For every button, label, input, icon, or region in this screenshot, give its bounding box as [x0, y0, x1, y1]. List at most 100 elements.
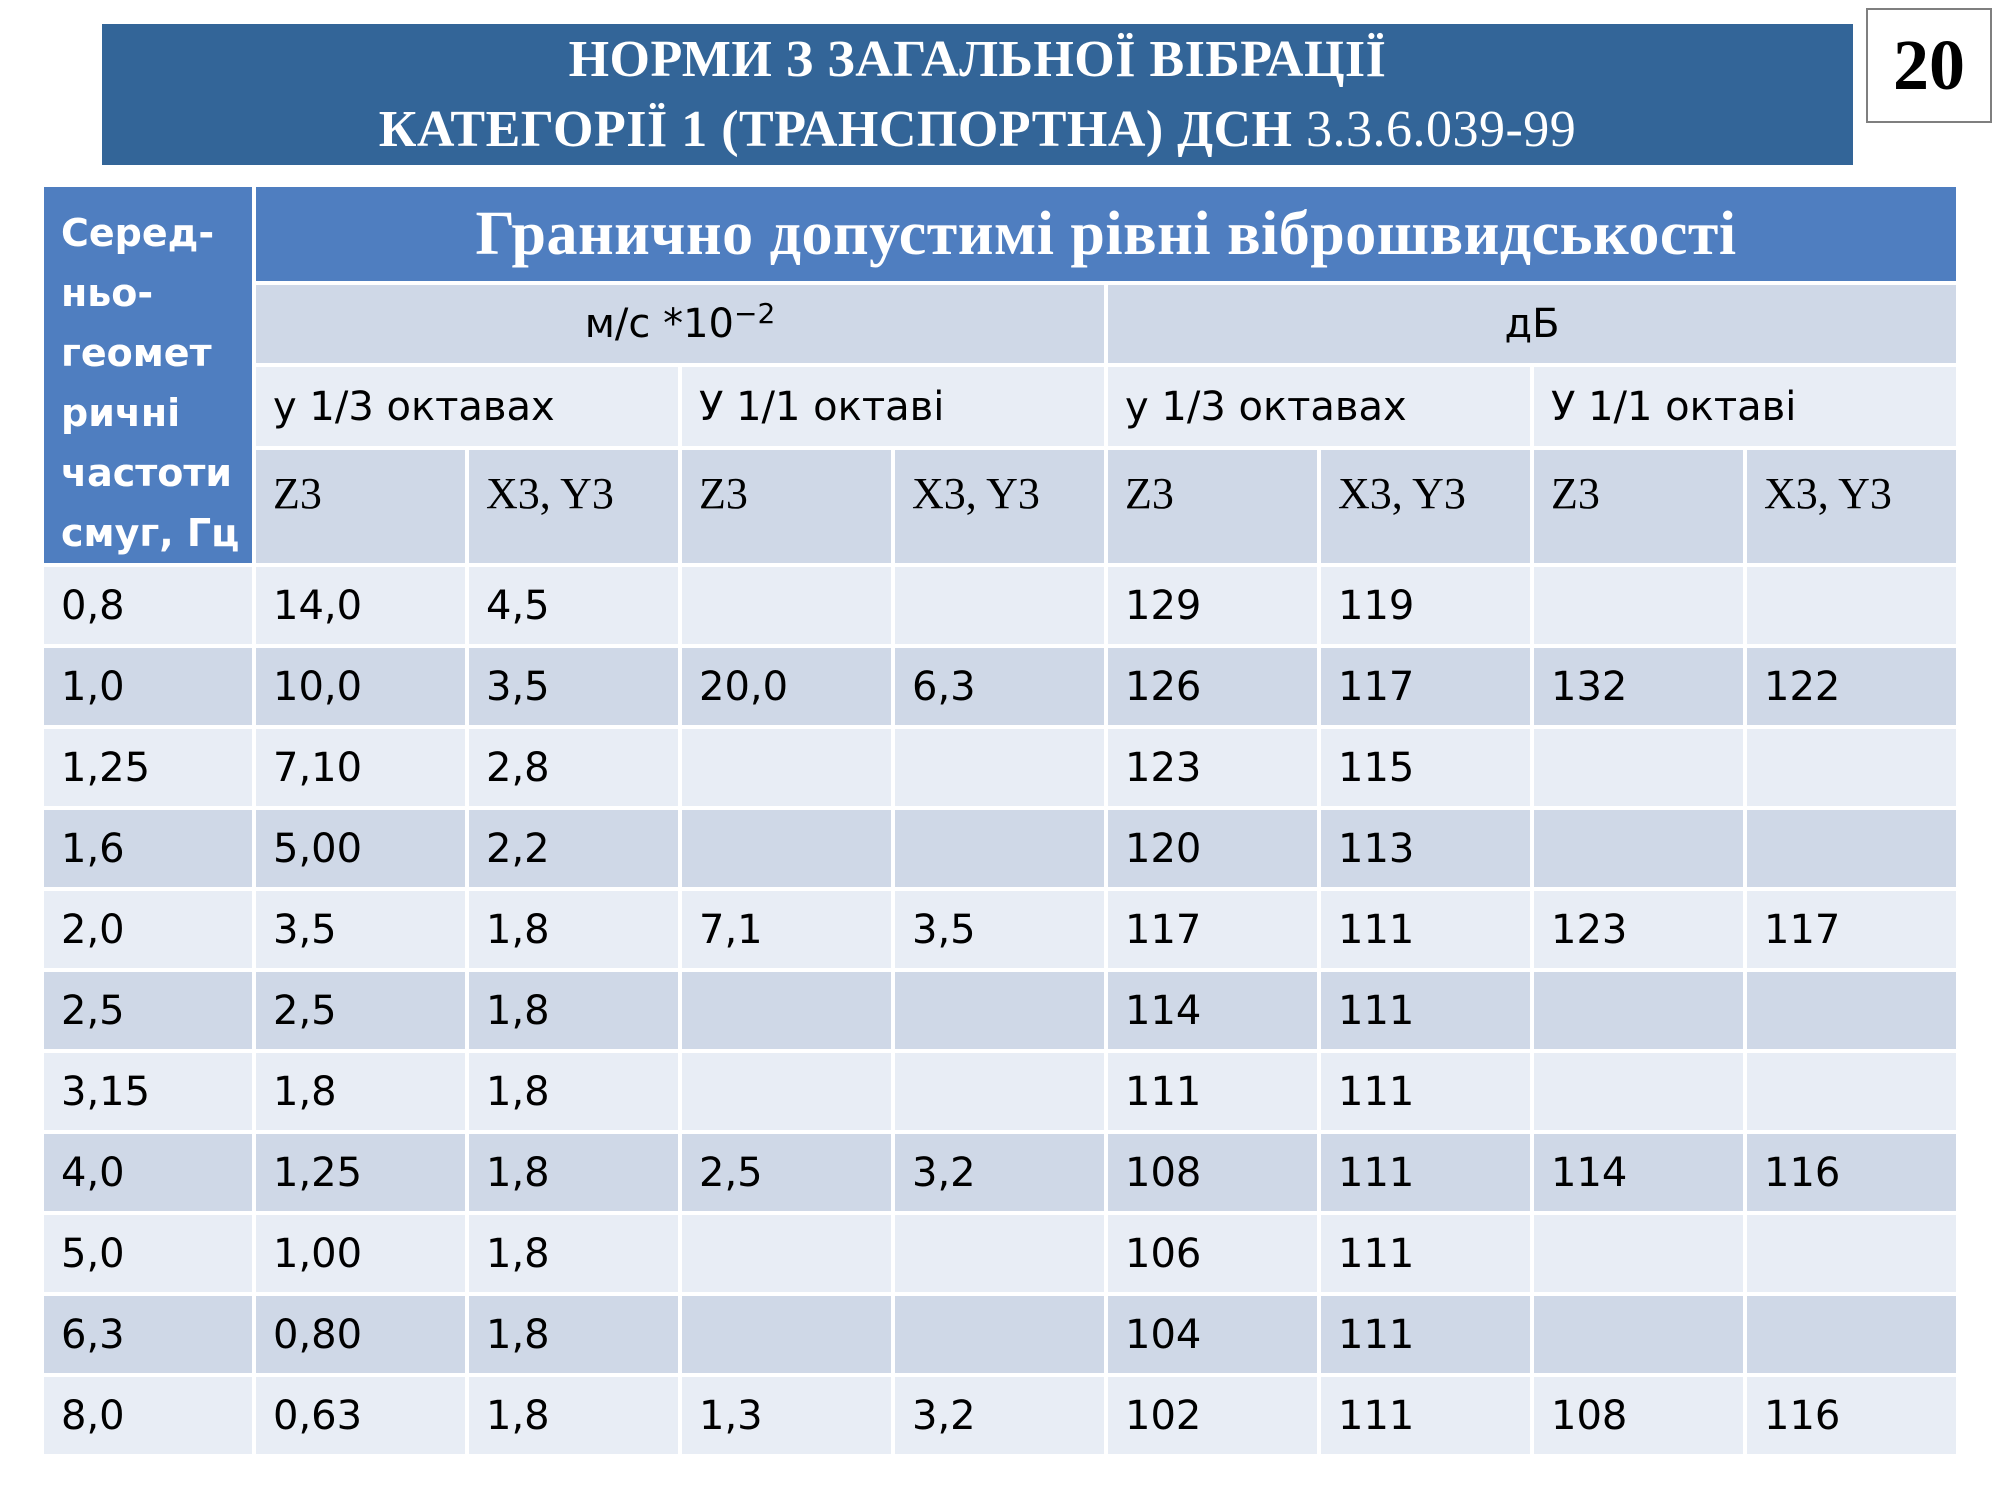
value-cell: 1,3 — [682, 1377, 891, 1454]
value-cell: 2,2 — [469, 810, 678, 887]
octave-header: у 1/3 октавах — [1108, 367, 1530, 447]
value-cell: 111 — [1321, 1134, 1530, 1211]
axis-header: X3, Y3 — [469, 450, 678, 563]
value-cell — [682, 567, 891, 644]
frequency-cell: 1,0 — [44, 648, 252, 725]
value-cell: 7,1 — [682, 891, 891, 968]
table-row: 5,0 1,00 1,8 106 111 — [44, 1215, 1957, 1292]
value-cell: 106 — [1108, 1215, 1317, 1292]
frequency-cell: 0,8 — [44, 567, 252, 644]
value-cell: 1,00 — [256, 1215, 465, 1292]
octave-header: У 1/1 октаві — [1534, 367, 1957, 447]
unit-header-ms: м/с *10−2 — [256, 285, 1104, 364]
frequency-cell: 6,3 — [44, 1296, 252, 1373]
value-cell — [895, 972, 1104, 1049]
value-cell — [1534, 567, 1743, 644]
value-cell — [1534, 810, 1743, 887]
value-cell: 7,10 — [256, 729, 465, 806]
value-cell: 14,0 — [256, 567, 465, 644]
value-cell: 117 — [1321, 648, 1530, 725]
value-cell: 0,80 — [256, 1296, 465, 1373]
value-cell — [682, 1296, 891, 1373]
table-row: 6,3 0,80 1,8 104 111 — [44, 1296, 1957, 1373]
value-cell: 2,5 — [682, 1134, 891, 1211]
value-cell: 114 — [1108, 972, 1317, 1049]
frequency-cell: 8,0 — [44, 1377, 252, 1454]
table-row: 4,0 1,25 1,8 2,5 3,2 108 111 114 116 — [44, 1134, 1957, 1211]
value-cell: 3,5 — [895, 891, 1104, 968]
table-row: 8,0 0,63 1,8 1,3 3,2 102 111 108 116 — [44, 1377, 1957, 1454]
title-line-1: НОРМИ З ЗАГАЛЬНОЇ ВІБРАЦІЇ — [568, 30, 1387, 88]
octave-header: у 1/3 октавах — [256, 367, 678, 447]
value-cell: 111 — [1108, 1053, 1317, 1130]
frequency-cell: 1,25 — [44, 729, 252, 806]
value-cell: 115 — [1321, 729, 1530, 806]
value-cell: 1,8 — [469, 1215, 678, 1292]
value-cell: 3,5 — [469, 648, 678, 725]
value-cell: 1,8 — [469, 1377, 678, 1454]
title-line-2-text: КАТЕГОРІЇ 1 (ТРАНСПОРТНА) ДСН — [378, 100, 1293, 158]
value-cell: 111 — [1321, 1377, 1530, 1454]
value-cell — [682, 810, 891, 887]
table-row: 1,0 10,0 3,5 20,0 6,3 126 117 132 122 — [44, 648, 1957, 725]
title-standard-code: 3.3.6.039-99 — [1305, 100, 1577, 158]
table-row: 2,0 3,5 1,8 7,1 3,5 117 111 123 117 — [44, 891, 1957, 968]
value-cell: 120 — [1108, 810, 1317, 887]
value-cell — [682, 729, 891, 806]
value-cell — [1534, 1053, 1743, 1130]
value-cell: 111 — [1321, 891, 1530, 968]
frequency-cell: 2,5 — [44, 972, 252, 1049]
octave-header: У 1/1 октаві — [682, 367, 1104, 447]
value-cell — [895, 810, 1104, 887]
frequency-cell: 1,6 — [44, 810, 252, 887]
value-cell: 1,8 — [469, 972, 678, 1049]
value-cell — [895, 1053, 1104, 1130]
value-cell: 123 — [1108, 729, 1317, 806]
value-cell: 122 — [1747, 648, 1957, 725]
axis-header: Z3 — [1108, 450, 1317, 563]
table-row: 2,5 2,5 1,8 114 111 — [44, 972, 1957, 1049]
value-cell — [1747, 567, 1957, 644]
value-cell: 102 — [1108, 1377, 1317, 1454]
vibration-norms-table: Серед-ньо-геомет ричні частоти смуг, Гц … — [40, 183, 1960, 1458]
table-row: 1,25 7,10 2,8 123 115 — [44, 729, 1957, 806]
value-cell — [1534, 1215, 1743, 1292]
axis-header: X3, Y3 — [1747, 450, 1957, 563]
value-cell: 116 — [1747, 1377, 1957, 1454]
value-cell: 111 — [1321, 1296, 1530, 1373]
value-cell: 1,8 — [469, 1053, 678, 1130]
value-cell: 111 — [1321, 972, 1530, 1049]
value-cell: 1,8 — [469, 1134, 678, 1211]
table-row: 3,15 1,8 1,8 111 111 — [44, 1053, 1957, 1130]
value-cell: 117 — [1108, 891, 1317, 968]
unit-ms-text: м/с *10 — [584, 301, 734, 348]
value-cell: 126 — [1108, 648, 1317, 725]
value-cell: 0,63 — [256, 1377, 465, 1454]
value-cell: 123 — [1534, 891, 1743, 968]
frequency-cell: 5,0 — [44, 1215, 252, 1292]
value-cell: 129 — [1108, 567, 1317, 644]
value-cell — [1747, 810, 1957, 887]
value-cell: 3,2 — [895, 1134, 1104, 1211]
value-cell: 2,5 — [256, 972, 465, 1049]
value-cell: 4,5 — [469, 567, 678, 644]
frequency-column-header: Серед-ньо-геомет ричні частоти смуг, Гц — [44, 187, 252, 563]
value-cell: 1,8 — [469, 891, 678, 968]
value-cell — [1747, 1215, 1957, 1292]
value-cell — [682, 1215, 891, 1292]
table-row: 0,8 14,0 4,5 129 119 — [44, 567, 1957, 644]
frequency-cell: 2,0 — [44, 891, 252, 968]
frequency-cell: 4,0 — [44, 1134, 252, 1211]
value-cell — [1747, 972, 1957, 1049]
value-cell: 113 — [1321, 810, 1530, 887]
value-cell: 116 — [1747, 1134, 1957, 1211]
unit-ms-exponent: −2 — [733, 297, 776, 331]
value-cell — [1534, 972, 1743, 1049]
value-cell: 104 — [1108, 1296, 1317, 1373]
unit-header-db: дБ — [1108, 285, 1957, 364]
value-cell — [1747, 1296, 1957, 1373]
axis-header: Z3 — [682, 450, 891, 563]
value-cell — [895, 1215, 1104, 1292]
table-row: 1,6 5,00 2,2 120 113 — [44, 810, 1957, 887]
axis-header: Z3 — [1534, 450, 1743, 563]
